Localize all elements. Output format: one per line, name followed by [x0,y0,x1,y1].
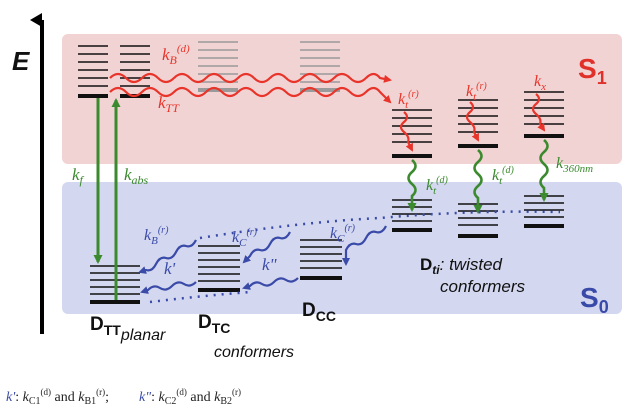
ktt-wavy-arrow [109,86,392,104]
kc-r-wavy-arrow-2 [342,225,387,266]
energy-label: E [12,46,30,76]
dtc-label: DTC [198,312,230,336]
label-kt-r-2: kt(r) [466,81,487,103]
dcc-label: DCC [302,300,336,324]
label-kdprime: k" [262,255,278,274]
footnote-line: k': kC1(d) and kB1(r); k": kC2(d) and kB2… [6,387,241,407]
dtt-label: DTTplanar [90,314,166,344]
label-ktt: kTT [158,93,180,115]
kdprime-wavy-arrow [242,277,299,290]
kt-d-wavy-arrow-2 [473,149,483,214]
s0-dtc-levels [198,245,240,292]
label-kx: kx [534,73,546,93]
s1-dti-levels [392,91,564,158]
kb-d-wavy-arrow [109,72,392,84]
label-kc-r-1: kC(r) [232,227,258,249]
kprime-wavy-arrow [140,281,197,294]
s1-label: S1 [578,53,607,88]
s0-dcc-levels [300,239,342,280]
label-kabs: kabs [124,165,149,187]
label-kt-r-1: kt(r) [398,89,419,111]
label-kt-d-2: kt(d) [492,165,515,187]
kt-r-wavy-arrow-1 [399,111,413,152]
s1-dcc-levels [300,41,340,92]
label-kf: kf [72,165,85,187]
label-kc-r-2: kC(r) [330,223,356,245]
kb-r-wavy-arrow [138,239,197,274]
kt-d-wavy-arrow-1 [407,159,417,212]
kc-r-wavy-arrow-1 [242,231,291,264]
dti-label: Dti: twisted [420,255,503,277]
label-kb-d: kB(d) [162,43,190,67]
label-kprime: k' [164,259,176,278]
kt-r-wavy-arrow-2 [465,101,479,142]
label-k360: k360nm [556,155,593,175]
dotted-path-lower [149,290,251,304]
label-kt-d-1: kt(d) [426,175,449,197]
s0-label: S0 [580,282,609,317]
kx-wavy-arrow [531,93,546,132]
dtc-desc: conformers [214,344,294,361]
s0-dti-levels [392,195,564,238]
dotted-path-upper [199,210,561,240]
k360-wavy-arrow [539,139,549,202]
dti-desc: conformers [440,277,526,296]
label-kb-r: kB(r) [144,225,169,247]
s0-band [62,182,622,314]
